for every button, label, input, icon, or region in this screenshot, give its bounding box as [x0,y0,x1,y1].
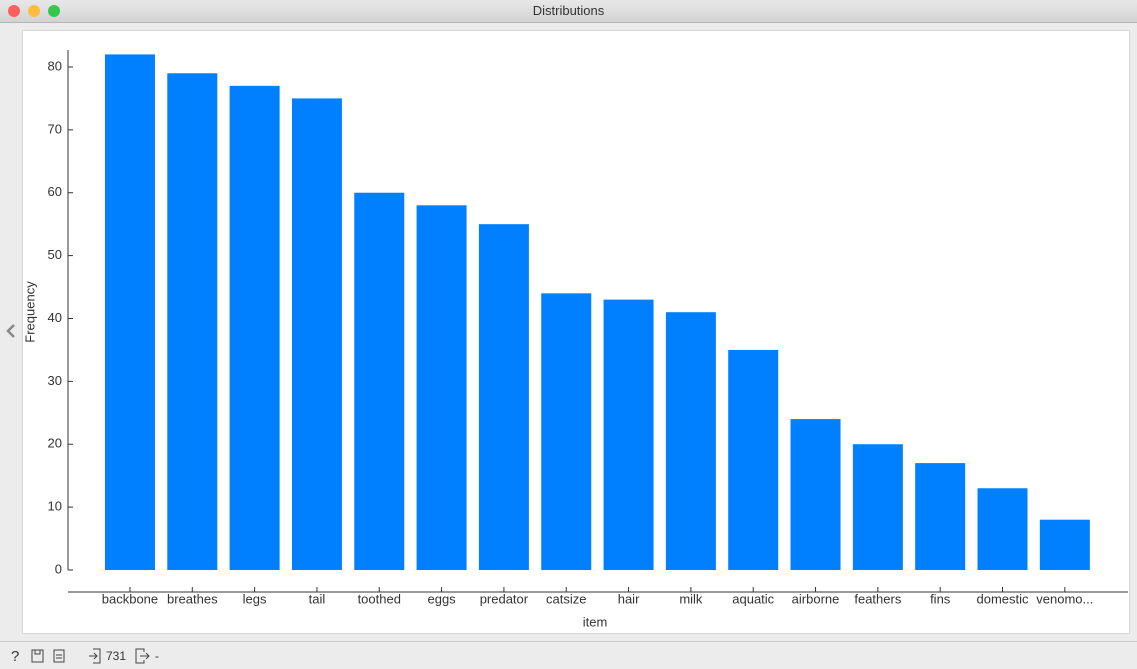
y-tick-label: 40 [48,310,62,325]
x-tick-label: tail [309,591,326,606]
output-count: - [155,649,159,663]
x-tick-label: hair [618,591,640,606]
bar [665,312,716,570]
x-tick-label: feathers [854,591,901,606]
y-tick-label: 50 [48,247,62,262]
x-tick-label: fins [930,591,951,606]
x-tick-label: catsize [546,591,586,606]
x-tick-label: airborne [792,591,840,606]
x-tick-label: domestic [976,591,1029,606]
bar [852,444,903,570]
window-title: Distributions [532,3,605,18]
x-tick-label: aquatic [732,591,774,606]
x-axis-title: item [583,614,608,629]
x-tick-label: toothed [358,591,401,606]
bar [728,349,779,570]
minimize-button[interactable] [28,5,40,17]
zoom-button[interactable] [48,5,60,17]
bar [603,299,654,570]
svg-text:?: ? [11,648,19,665]
y-tick-label: 80 [48,58,62,73]
x-tick-label: legs [243,591,267,606]
y-tick-label: 60 [48,184,62,199]
y-tick-label: 30 [48,373,62,388]
y-tick-label: 10 [48,499,62,514]
x-tick-label: venomo... [1036,591,1093,606]
collapse-arrow[interactable] [4,322,18,340]
y-axis-title: Frequency [22,281,37,343]
bar [977,488,1028,570]
x-tick-label: breathes [167,591,218,606]
output-icon[interactable] [134,647,152,665]
bar [291,98,342,570]
status-bar: ? 731 - [0,641,1137,669]
input-count: 731 [106,649,127,663]
bar [229,85,280,571]
y-tick-label: 0 [55,561,62,576]
bar [167,73,218,570]
y-tick-label: 20 [48,436,62,451]
bar [1039,519,1090,570]
input-icon[interactable] [87,647,103,665]
bar [478,224,529,571]
bar [790,419,841,570]
chart: Frequency item 0 10 20 30 40 50 60 70 80 backbone… [22,50,1128,629]
bar [416,205,467,570]
bar [915,463,966,570]
title-bar: Distributions [0,0,1137,23]
x-tick-label: milk [679,591,703,606]
x-tick-label: backbone [102,591,158,606]
bar [541,293,592,570]
bar [104,54,155,570]
x-tick-label: predator [480,591,529,606]
status-icons[interactable]: ? [8,647,72,665]
y-tick-label: 70 [48,121,62,136]
close-button[interactable] [8,5,20,17]
bar [354,192,405,571]
x-tick-label: eggs [427,591,456,606]
